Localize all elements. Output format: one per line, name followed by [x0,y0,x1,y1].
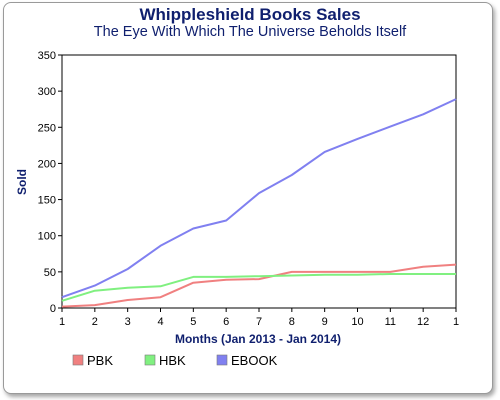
y-tick-label: 0 [50,303,56,315]
x-tick-label: 1 [453,316,459,328]
legend-swatch-hbk [144,354,156,366]
x-tick-label: 9 [322,316,328,328]
y-tick-label: 50 [44,267,56,279]
y-tick-label: 150 [38,195,56,207]
legend-swatch-pbk [72,354,84,366]
x-tick-label: 10 [351,316,363,328]
x-tick-label: 7 [256,316,262,328]
series-line-pbk [61,263,457,308]
x-tick-label: 8 [289,316,295,328]
series-line-hbk [61,273,456,302]
legend-label-ebook: EBOOK [231,353,278,368]
x-tick-label: 6 [223,316,229,328]
x-tick-label: 1 [59,316,65,328]
x-axis-title: Months (Jan 2013 - Jan 2014) [175,332,341,346]
chart-title: Whippleshield Books Sales [139,5,361,24]
y-tick-label: 300 [38,86,56,98]
plot-frame [61,54,457,309]
y-tick-label: 350 [38,50,56,62]
y-axis-title: Sold [15,169,29,195]
legend-label-pbk: PBK [87,353,113,368]
legend-swatch-ebook [216,354,228,366]
series-line-ebook [61,98,457,299]
x-tick-label: 3 [125,316,131,328]
x-tick-label: 2 [92,316,98,328]
y-tick-label: 250 [38,122,56,134]
chart-subtitle: The Eye With Which The Universe Beholds … [93,24,407,40]
x-tick-label: 12 [417,316,429,328]
x-tick-label: 11 [385,316,396,328]
x-tick-label: 4 [157,316,163,328]
x-tick-label: 5 [190,316,196,328]
legend-label-hbk: HBK [159,353,186,368]
y-tick-label: 200 [38,158,56,170]
y-tick-label: 100 [38,231,56,243]
